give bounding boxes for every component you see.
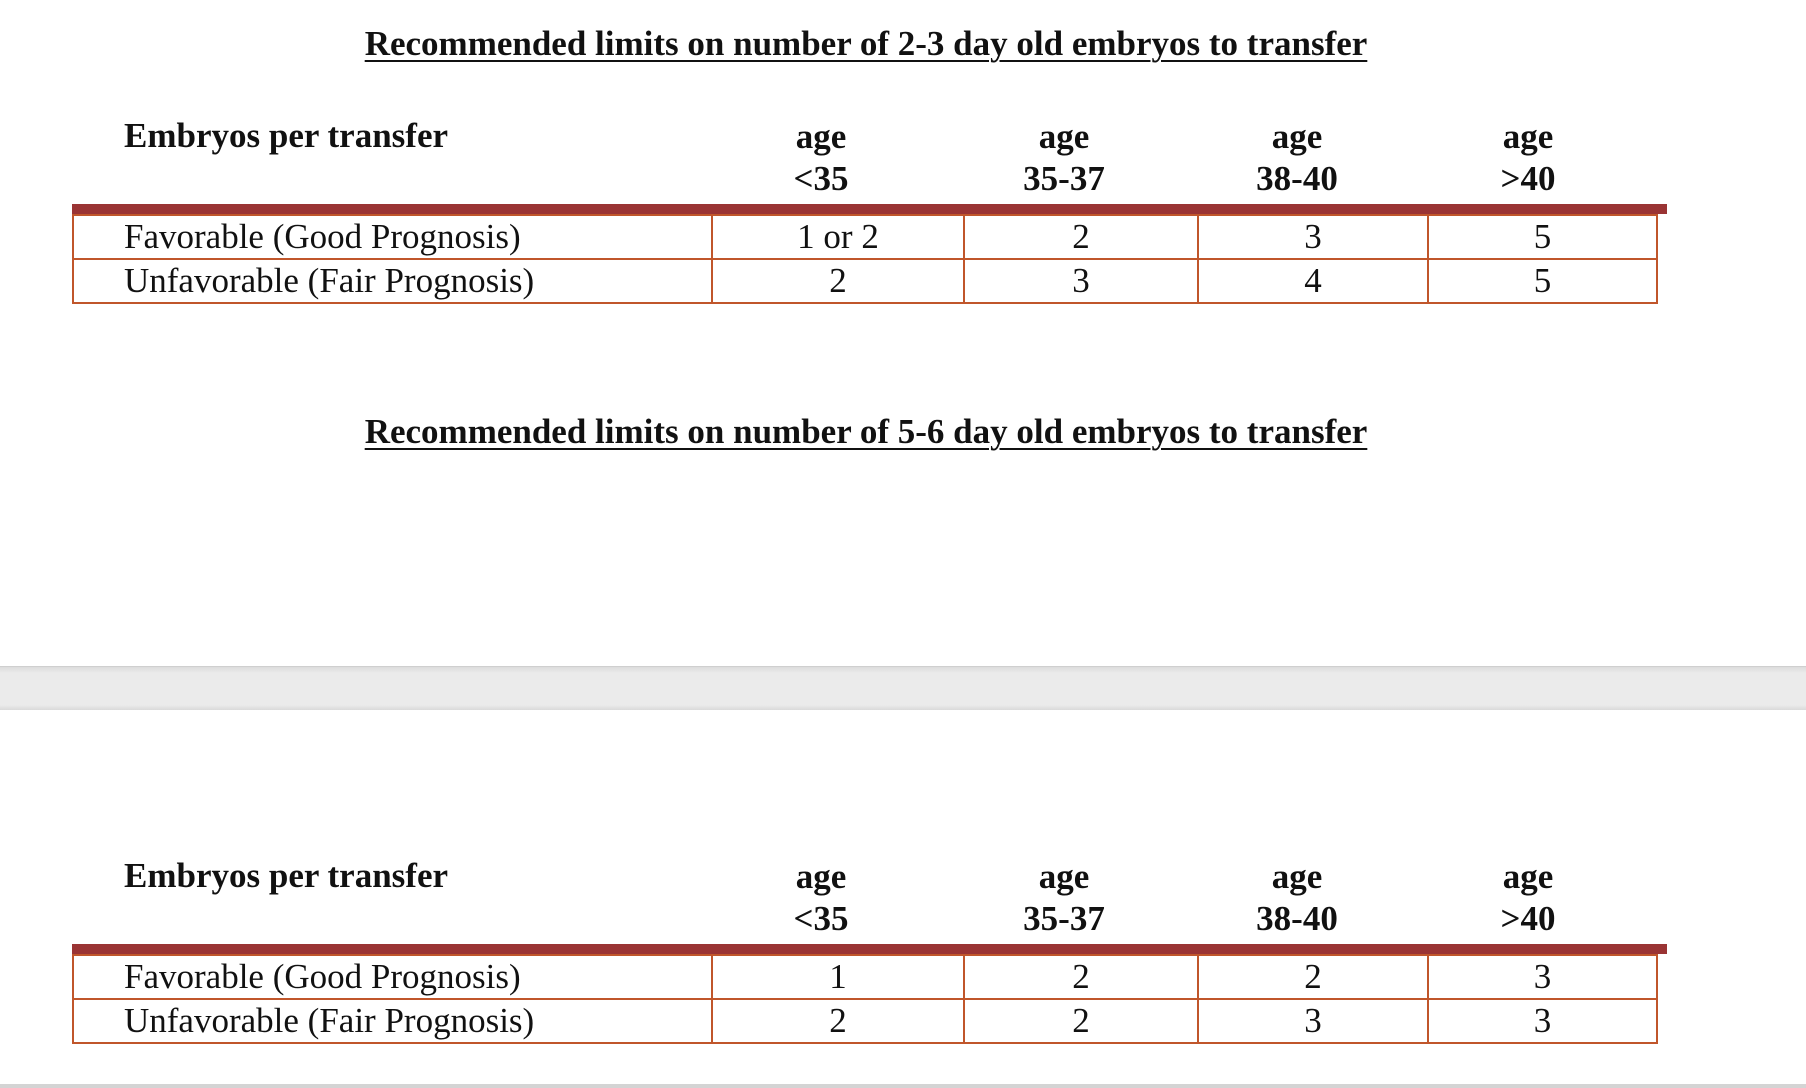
column-header-line1: age	[1502, 857, 1554, 896]
table-cell: 1	[711, 954, 965, 1000]
column-header-line2: 35-37	[1023, 159, 1105, 198]
table-cell: 2	[963, 954, 1199, 1000]
table-row: Favorable (Good Prognosis) 1 or 2 2 3 5	[72, 214, 1658, 260]
column-header-line2: 38-40	[1256, 899, 1338, 938]
header-accent-bar	[72, 204, 1667, 214]
document-page-1: Recommended limits on number of 2-3 day …	[72, 24, 1667, 451]
table-cell: 3	[1427, 998, 1658, 1044]
section-1-title: Recommended limits on number of 2-3 day …	[364, 24, 1368, 63]
column-header-line2: >40	[1500, 159, 1556, 198]
row-label: Unfavorable (Fair Prognosis)	[72, 998, 713, 1044]
table-cell: 2	[963, 214, 1199, 260]
column-header-line2: <35	[793, 899, 849, 938]
window-bottom-edge	[0, 1084, 1806, 1088]
table-cell: 2	[711, 998, 965, 1044]
row-label: Favorable (Good Prognosis)	[72, 954, 713, 1000]
row-header-label: Embryos per transfer	[124, 116, 449, 155]
page-break-gap	[0, 666, 1806, 712]
table-cell: 2	[1197, 954, 1429, 1000]
table-row: Unfavorable (Fair Prognosis) 2 2 3 3	[72, 998, 1658, 1044]
column-header-age-38-40: age 38-40	[1197, 116, 1397, 200]
column-header-age-38-40: age 38-40	[1197, 856, 1397, 940]
data-grid: Favorable (Good Prognosis) 1 or 2 2 3 5 …	[72, 214, 1658, 304]
column-header-line2: <35	[793, 159, 849, 198]
section-2-title: Recommended limits on number of 5-6 day …	[364, 412, 1368, 451]
column-header-line1: age	[795, 117, 847, 156]
header-accent-bar	[72, 944, 1667, 954]
table-cell: 3	[1427, 954, 1658, 1000]
column-header-line1: age	[795, 857, 847, 896]
column-header-age-over-40: age >40	[1428, 856, 1628, 940]
column-header-age-under-35: age <35	[721, 856, 921, 940]
column-header-line2: >40	[1500, 899, 1556, 938]
table-cell: 4	[1197, 258, 1429, 304]
document-page-2: Embryos per transfer age <35 age 35-37 a…	[0, 710, 1806, 1086]
column-header-line1: age	[1271, 857, 1323, 896]
column-header-age-over-40: age >40	[1428, 116, 1628, 200]
row-label: Unfavorable (Fair Prognosis)	[72, 258, 713, 304]
table-cell: 3	[1197, 998, 1429, 1044]
table-row: Unfavorable (Fair Prognosis) 2 3 4 5	[72, 258, 1658, 304]
column-header-line2: 38-40	[1256, 159, 1338, 198]
table-cell: 2	[711, 258, 965, 304]
table-cell: 2	[963, 998, 1199, 1044]
column-header-line1: age	[1502, 117, 1554, 156]
column-header-age-under-35: age <35	[721, 116, 921, 200]
row-label: Favorable (Good Prognosis)	[72, 214, 713, 260]
table-row: Favorable (Good Prognosis) 1 2 2 3	[72, 954, 1658, 1000]
data-grid: Favorable (Good Prognosis) 1 2 2 3 Unfav…	[72, 954, 1658, 1044]
table-cell: 3	[963, 258, 1199, 304]
table-cell: 1 or 2	[711, 214, 965, 260]
column-header-line1: age	[1038, 117, 1090, 156]
table-cell: 5	[1427, 258, 1658, 304]
table-cell: 3	[1197, 214, 1429, 260]
column-header-line1: age	[1038, 857, 1090, 896]
row-header-label: Embryos per transfer	[124, 856, 449, 895]
column-header-age-35-37: age 35-37	[964, 856, 1164, 940]
table-cell: 5	[1427, 214, 1658, 260]
column-header-line2: 35-37	[1023, 899, 1105, 938]
column-header-line1: age	[1271, 117, 1323, 156]
column-header-age-35-37: age 35-37	[964, 116, 1164, 200]
